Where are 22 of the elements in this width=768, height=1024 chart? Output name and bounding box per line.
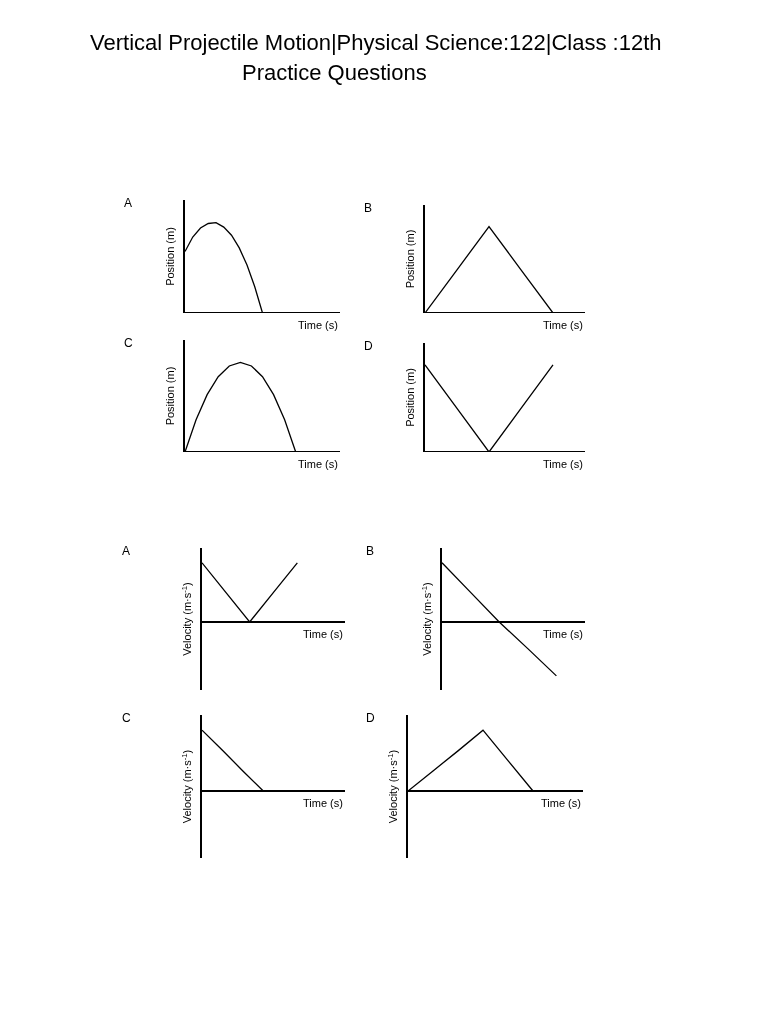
text: Vertical Projectile Motion|Physical Science:122|Class :12th: [90, 30, 662, 55]
x-axis-title: Time (s): [543, 628, 583, 640]
chart-title: B: [364, 201, 373, 215]
chart-title: D: [364, 339, 373, 353]
y-axis-title: Position (m): [404, 229, 417, 289]
chart-title: C: [124, 336, 133, 350]
chart-title: D: [366, 711, 375, 725]
chart-title: B: [366, 544, 375, 558]
x-axis-title: Time (s): [298, 458, 338, 470]
y-axis-title: Position (m): [164, 366, 177, 426]
x-axis-title: Time (s): [541, 797, 581, 809]
y-axis-title: Position (m): [404, 368, 417, 427]
chart-title: C: [122, 711, 131, 725]
x-axis-title: Time (s): [303, 797, 343, 809]
x-axis-title: Time (s): [543, 458, 583, 470]
x-axis-title: Time (s): [543, 319, 583, 331]
chart-title: A: [122, 544, 131, 558]
x-axis-title: Time (s): [303, 628, 343, 640]
x-axis-title: Time (s): [298, 319, 338, 331]
chart-title: A: [124, 196, 133, 210]
y-axis-title: Position (m): [164, 227, 177, 286]
text: Practice Questions: [242, 60, 427, 85]
